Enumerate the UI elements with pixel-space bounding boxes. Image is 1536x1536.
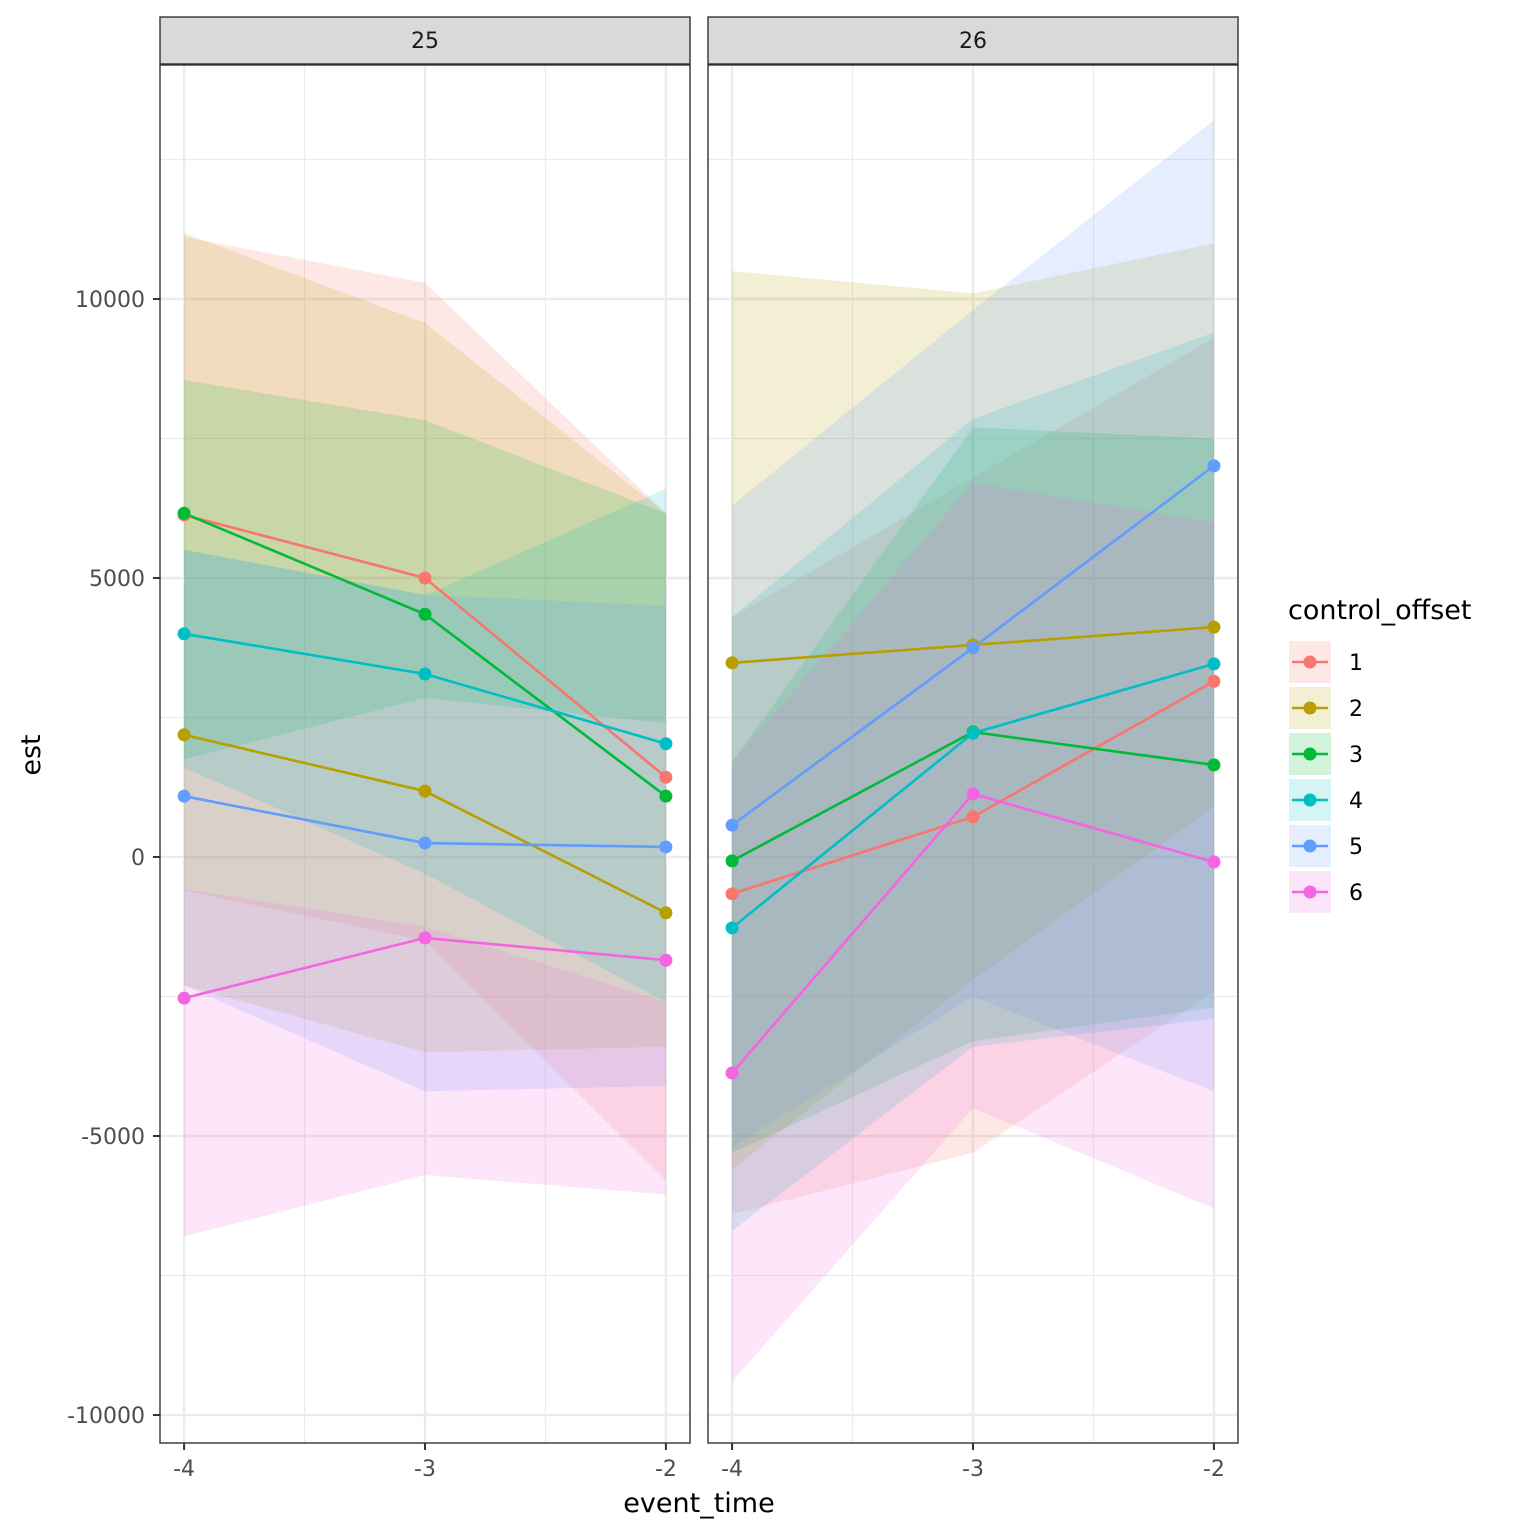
y-axis-title: est bbox=[16, 734, 47, 775]
y-tick-label: 5000 bbox=[89, 567, 145, 592]
data-point-1 bbox=[1207, 674, 1221, 688]
facet-strip-label: 26 bbox=[959, 29, 987, 54]
legend-key-point bbox=[1303, 747, 1317, 761]
legend-key-point bbox=[1303, 839, 1317, 853]
facet-strip bbox=[707, 16, 1239, 65]
legend-key-point bbox=[1303, 885, 1317, 899]
legend-key-point bbox=[1303, 655, 1317, 669]
confidence-ribbon-4 bbox=[184, 488, 666, 1003]
data-point-1 bbox=[725, 887, 739, 901]
confidence-ribbon-6 bbox=[732, 483, 1214, 1382]
legend-label: 1 bbox=[1349, 651, 1363, 676]
confidence-ribbon-3 bbox=[184, 379, 666, 760]
data-point-5 bbox=[1207, 459, 1221, 473]
legend-label: 6 bbox=[1349, 881, 1363, 906]
y-tick-label: -10000 bbox=[67, 1404, 145, 1429]
confidence-ribbon-6 bbox=[184, 888, 666, 1237]
data-point-5 bbox=[659, 840, 673, 854]
legend-item-3: 3 bbox=[1289, 733, 1363, 775]
x-tick-label: -2 bbox=[1203, 1457, 1225, 1482]
legend-label: 3 bbox=[1349, 743, 1363, 768]
confidence-ribbon-5 bbox=[732, 120, 1214, 1148]
data-point-2 bbox=[418, 784, 432, 798]
legend-key-point bbox=[1303, 701, 1317, 715]
data-point-6 bbox=[966, 787, 980, 801]
data-point-4 bbox=[1207, 657, 1221, 671]
legend-item-5: 5 bbox=[1289, 825, 1363, 867]
data-point-6 bbox=[1207, 855, 1221, 869]
data-point-6 bbox=[659, 953, 673, 967]
facet-panel-25: 25 -4 -3 -2 bbox=[159, 16, 691, 1482]
legend-key-point bbox=[1303, 793, 1317, 807]
data-point-5 bbox=[177, 789, 191, 803]
data-point-2 bbox=[725, 656, 739, 670]
facet-strip-label: 25 bbox=[411, 29, 439, 54]
legend-label: 2 bbox=[1349, 697, 1363, 722]
legend-title: control_offset bbox=[1288, 595, 1471, 626]
y-tick-label: 10000 bbox=[75, 288, 145, 313]
data-point-5 bbox=[725, 818, 739, 832]
data-point-6 bbox=[418, 931, 432, 945]
legend-item-6: 6 bbox=[1289, 871, 1363, 913]
confidence-ribbon-1 bbox=[184, 237, 666, 1181]
data-point-1 bbox=[966, 810, 980, 824]
legend-item-1: 1 bbox=[1289, 641, 1363, 683]
confidence-ribbon-2 bbox=[732, 243, 1214, 1170]
data-point-3 bbox=[177, 506, 191, 520]
data-point-2 bbox=[177, 728, 191, 742]
legend-item-2: 2 bbox=[1289, 687, 1363, 729]
data-point-2 bbox=[1207, 620, 1221, 634]
data-point-4 bbox=[725, 921, 739, 935]
legend-item-4: 4 bbox=[1289, 779, 1363, 821]
data-point-2 bbox=[659, 906, 673, 920]
data-point-1 bbox=[659, 770, 673, 784]
y-tick-label: 0 bbox=[131, 846, 145, 871]
facet-panel-26: 26 -4 -3 -2 bbox=[707, 16, 1239, 1482]
x-tick-label: -4 bbox=[721, 1457, 743, 1482]
data-point-6 bbox=[725, 1066, 739, 1080]
data-point-4 bbox=[659, 737, 673, 751]
data-point-3 bbox=[1207, 758, 1221, 772]
data-point-6 bbox=[177, 991, 191, 1005]
data-point-3 bbox=[725, 854, 739, 868]
x-tick-label: -3 bbox=[962, 1457, 984, 1482]
y-axis: 10000 5000 0 -5000 -10000 bbox=[67, 288, 160, 1429]
data-point-5 bbox=[418, 836, 432, 850]
data-point-5 bbox=[966, 641, 980, 655]
data-point-1 bbox=[418, 571, 432, 585]
facet-strip bbox=[159, 16, 691, 65]
legend-label: 5 bbox=[1349, 835, 1363, 860]
legend: control_offset 1 2 3 4 5 6 bbox=[1288, 595, 1471, 913]
data-point-4 bbox=[177, 627, 191, 641]
x-axis-title: event_time bbox=[623, 1488, 774, 1519]
data-point-3 bbox=[418, 607, 432, 621]
x-tick-label: -3 bbox=[414, 1457, 436, 1482]
confidence-ribbon-2 bbox=[184, 233, 666, 1053]
confidence-ribbon-5 bbox=[184, 550, 666, 1092]
y-tick-label: -5000 bbox=[81, 1125, 145, 1150]
data-point-3 bbox=[659, 789, 673, 803]
x-tick-label: -2 bbox=[655, 1457, 677, 1482]
legend-label: 4 bbox=[1349, 789, 1363, 814]
x-tick-label: -4 bbox=[173, 1457, 195, 1482]
data-point-4 bbox=[966, 726, 980, 740]
data-point-4 bbox=[418, 667, 432, 681]
